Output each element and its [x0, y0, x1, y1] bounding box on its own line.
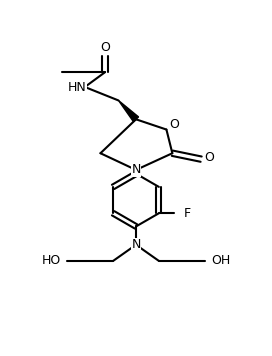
- Text: O: O: [169, 117, 180, 131]
- Text: F: F: [184, 207, 191, 220]
- Text: O: O: [204, 151, 214, 164]
- Text: HO: HO: [42, 255, 61, 267]
- Polygon shape: [119, 100, 138, 122]
- Text: HN: HN: [68, 81, 87, 94]
- Text: N: N: [131, 163, 141, 177]
- Text: O: O: [100, 41, 110, 54]
- Text: N: N: [131, 238, 141, 251]
- Text: OH: OH: [211, 255, 230, 267]
